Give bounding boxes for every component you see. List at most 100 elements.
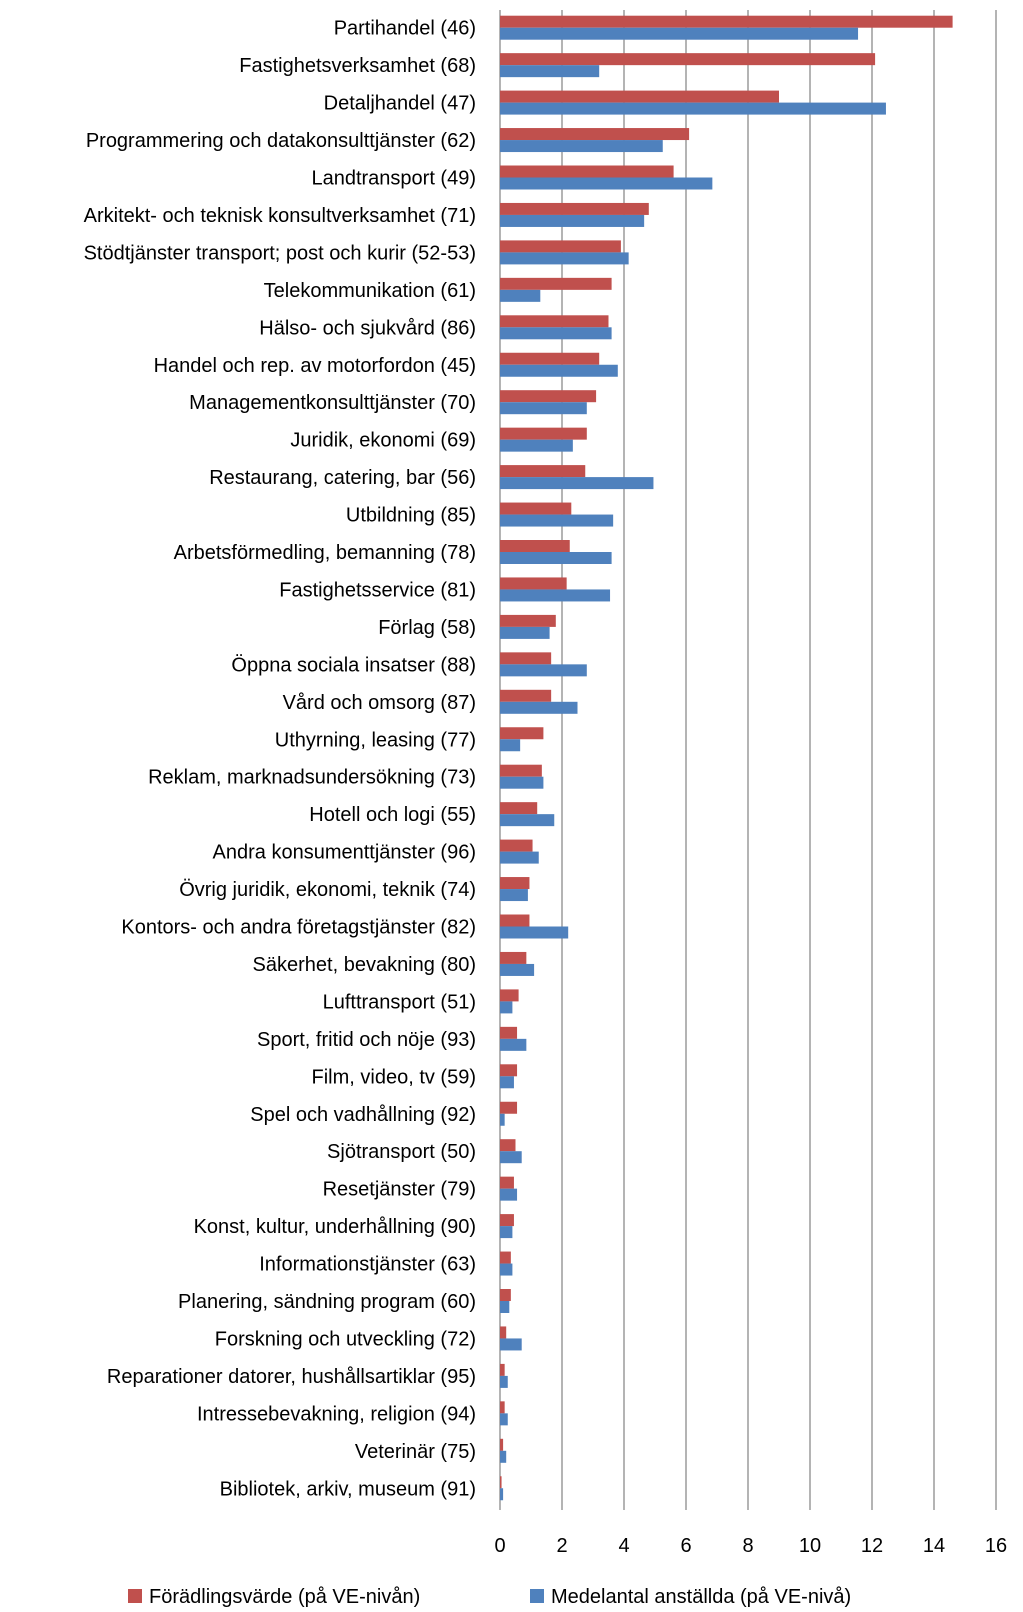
bar-foradlingsvarde-5	[500, 202, 649, 215]
bar-foradlingsvarde-7	[500, 277, 612, 290]
bar-foradlingsvarde-12	[500, 465, 586, 478]
category-label: Sjötransport (50)	[327, 1141, 476, 1163]
bar-medelantal-8	[500, 327, 612, 340]
category-label: Handel och rep. av motorfordon (45)	[154, 355, 476, 377]
bar-medelantal-0	[500, 27, 859, 40]
bar-foradlingsvarde-3	[500, 128, 690, 141]
bar-medelantal-15	[500, 589, 611, 602]
bar-foradlingsvarde-13	[500, 502, 572, 515]
bar-foradlingsvarde-18	[500, 689, 552, 702]
bar-foradlingsvarde-4	[500, 165, 674, 178]
category-label: Reparationer datorer, hushållsartiklar (…	[107, 1366, 476, 1388]
bar-foradlingsvarde-19	[500, 727, 544, 740]
legend-label-foradlingsvarde: Förädlingsvärde (på VE-nivån)	[149, 1586, 420, 1608]
bar-foradlingsvarde-37	[500, 1401, 505, 1414]
bar-medelantal-25	[500, 963, 535, 976]
category-label: Restaurang, catering, bar (56)	[209, 467, 476, 489]
category-label: Sport, fritid och nöje (93)	[257, 1029, 476, 1051]
bar-medelantal-4	[500, 177, 713, 190]
bar-medelantal-9	[500, 364, 618, 377]
category-label: Planering, sändning program (60)	[178, 1291, 476, 1313]
bar-medelantal-10	[500, 402, 587, 415]
bar-medelantal-5	[500, 214, 645, 227]
bar-medelantal-6	[500, 252, 629, 265]
category-label: Arbetsförmedling, bemanning (78)	[174, 542, 476, 564]
bar-medelantal-36	[500, 1375, 508, 1388]
x-tick-label: 12	[861, 1535, 883, 1557]
category-label: Partihandel (46)	[334, 18, 476, 40]
bar-foradlingsvarde-23	[500, 877, 530, 890]
category-label: Fastighetsservice (81)	[279, 579, 476, 601]
category-label: Kontors- och andra företagstjänster (82)	[121, 917, 476, 939]
bar-foradlingsvarde-32	[500, 1214, 514, 1227]
category-label: Veterinär (75)	[355, 1441, 476, 1463]
bar-medelantal-35	[500, 1338, 522, 1351]
legend-swatch-medelantal	[530, 1589, 544, 1603]
bar-foradlingsvarde-38	[500, 1438, 504, 1451]
category-label: Intressebevakning, religion (94)	[197, 1403, 476, 1425]
bar-foradlingsvarde-35	[500, 1326, 507, 1339]
category-label: Arkitekt- och teknisk konsultverksamhet …	[84, 205, 476, 227]
bar-foradlingsvarde-25	[500, 951, 527, 964]
bar-medelantal-13	[500, 514, 614, 527]
bar-medelantal-21	[500, 814, 555, 827]
category-label: Lufttransport (51)	[323, 991, 476, 1013]
bar-medelantal-2	[500, 102, 886, 115]
bar-medelantal-20	[500, 776, 544, 789]
bar-foradlingsvarde-39	[500, 1476, 502, 1489]
bar-medelantal-17	[500, 664, 587, 677]
bar-medelantal-32	[500, 1226, 513, 1239]
category-label: Reklam, marknadsundersökning (73)	[148, 767, 476, 789]
x-tick-label: 0	[494, 1535, 505, 1557]
bar-foradlingsvarde-10	[500, 390, 597, 403]
bar-foradlingsvarde-14	[500, 540, 570, 552]
bar-foradlingsvarde-21	[500, 802, 538, 815]
category-label: Juridik, ekonomi (69)	[290, 430, 476, 452]
bar-medelantal-39	[500, 1488, 504, 1501]
bar-medelantal-37	[500, 1413, 508, 1426]
category-label: Detaljhandel (47)	[324, 93, 476, 115]
category-label: Stödtjänster transport; post och kurir (…	[84, 242, 476, 264]
bar-foradlingsvarde-27	[500, 1026, 518, 1039]
category-label: Hälso- och sjukvård (86)	[259, 317, 476, 339]
bar-foradlingsvarde-6	[500, 240, 621, 253]
bar-medelantal-19	[500, 739, 521, 752]
bar-medelantal-31	[500, 1188, 518, 1201]
bar-medelantal-30	[500, 1151, 522, 1164]
x-tick-label: 4	[618, 1535, 629, 1557]
bar-foradlingsvarde-11	[500, 427, 587, 440]
legend-label-medelantal: Medelantal anställda (på VE-nivå)	[551, 1586, 851, 1608]
bar-foradlingsvarde-17	[500, 652, 552, 665]
bar-medelantal-24	[500, 926, 569, 939]
bar-foradlingsvarde-15	[500, 577, 567, 590]
bar-foradlingsvarde-24	[500, 914, 530, 927]
category-label: Film, video, tv (59)	[312, 1066, 476, 1088]
category-label: Andra konsumenttjänster (96)	[213, 842, 476, 864]
x-tick-label: 2	[556, 1535, 567, 1557]
bar-foradlingsvarde-20	[500, 764, 542, 777]
category-labels: Partihandel (46) Fastighetsverksamhet (68…	[84, 18, 476, 1501]
x-axis-ticks: 0 2 4 6 8 10 12 14 16	[494, 1535, 1007, 1557]
bar-medelantal-7	[500, 289, 541, 302]
bar-foradlingsvarde-1	[500, 53, 876, 66]
bar-foradlingsvarde-26	[500, 989, 519, 1002]
bar-medelantal-1	[500, 65, 600, 78]
grid-layer	[499, 10, 997, 1510]
bar-foradlingsvarde-31	[500, 1176, 514, 1189]
bar-foradlingsvarde-29	[500, 1101, 518, 1114]
bar-foradlingsvarde-34	[500, 1289, 511, 1301]
x-tick-label: 10	[799, 1535, 821, 1557]
legend: Förädlingsvärde (på VE-nivån) Medelantal …	[128, 1586, 851, 1608]
bar-medelantal-11	[500, 439, 573, 452]
category-label: Forskning och utveckling (72)	[215, 1328, 476, 1350]
category-label: Uthyrning, leasing (77)	[275, 729, 476, 751]
bar-foradlingsvarde-8	[500, 315, 609, 328]
category-label: Konst, kultur, underhållning (90)	[194, 1216, 476, 1238]
x-tick-label: 8	[742, 1535, 753, 1557]
bar-medelantal-16	[500, 626, 550, 639]
bar-foradlingsvarde-28	[500, 1064, 518, 1077]
legend-swatch-foradlingsvarde	[128, 1589, 142, 1603]
category-label: Vård och omsorg (87)	[283, 692, 476, 714]
bar-foradlingsvarde-9	[500, 352, 600, 365]
